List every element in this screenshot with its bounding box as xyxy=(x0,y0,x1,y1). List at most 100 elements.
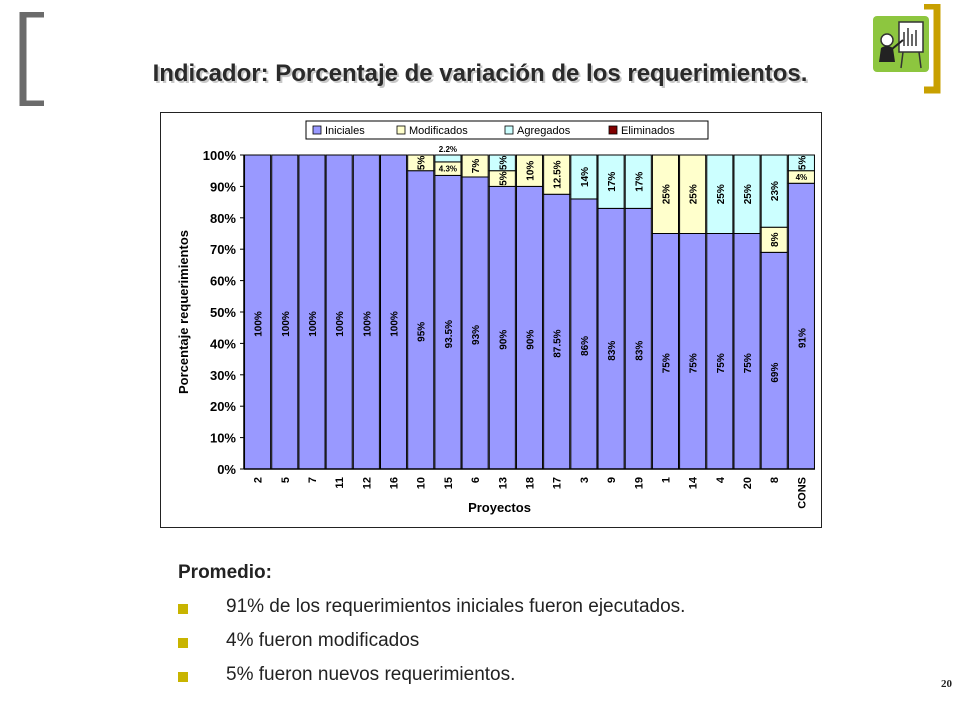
bar-segment xyxy=(706,233,734,470)
x-tick-label: 7 xyxy=(307,477,319,483)
data-label: 4.3% xyxy=(439,165,457,174)
bar-segment xyxy=(733,233,761,470)
data-label: 5% xyxy=(797,156,808,171)
x-tick-label: 12 xyxy=(361,477,373,489)
page-title: Indicador: Porcentaje de variación de lo… xyxy=(152,60,808,87)
data-label: 83% xyxy=(634,341,645,361)
y-tick-label: 70% xyxy=(210,242,236,257)
bar-segment xyxy=(434,154,462,163)
summary-bullet: 5% fueron nuevos requerimientos. xyxy=(178,664,878,698)
x-tick-label: 2 xyxy=(253,477,265,483)
data-label: 86% xyxy=(580,336,591,356)
data-label: 69% xyxy=(770,363,781,383)
bar-segment xyxy=(760,251,788,470)
data-label: 14% xyxy=(580,167,591,187)
bar-segment xyxy=(651,233,680,470)
bar-segment xyxy=(461,176,489,470)
x-tick-label: 4 xyxy=(715,476,727,483)
x-tick-label: 5 xyxy=(280,477,292,483)
summary-section: Promedio: 91% de los requerimientos inic… xyxy=(178,562,878,698)
presenter-at-whiteboard-icon xyxy=(873,16,929,72)
y-tick-label: 10% xyxy=(210,431,236,446)
data-label: 5% xyxy=(498,171,509,186)
data-label: 17% xyxy=(634,172,645,192)
bar-segment xyxy=(733,154,761,234)
bar-segment xyxy=(352,154,380,470)
square-bullet-icon xyxy=(178,638,188,648)
x-tick-label: 11 xyxy=(334,477,346,489)
data-label: 8% xyxy=(770,232,781,247)
data-label: 100% xyxy=(362,311,373,337)
data-label: 93.5% xyxy=(444,320,455,348)
bar-segment xyxy=(543,193,571,470)
x-tick-label: 16 xyxy=(389,477,401,489)
summary-bullet-text: 4% fueron modificados xyxy=(226,630,420,651)
data-label: 5% xyxy=(417,156,428,171)
data-label: 100% xyxy=(390,311,401,337)
chart-panel: Iniciales Modificados Agregados Eliminados 0… xyxy=(160,112,822,528)
data-label: 75% xyxy=(716,353,727,373)
data-label: 87.5% xyxy=(553,329,564,357)
data-label: 25% xyxy=(689,184,700,204)
y-tick-label: 50% xyxy=(210,305,236,320)
data-label: 25% xyxy=(661,184,672,204)
bar-segment xyxy=(325,154,353,470)
page-title-shadow: Indicador: Porcentaje de variación de lo… xyxy=(154,62,810,89)
data-label: 75% xyxy=(689,353,700,373)
data-label: 25% xyxy=(716,184,727,204)
y-tick-label: 0% xyxy=(217,462,236,477)
bar-segment xyxy=(651,154,680,234)
data-label: 4% xyxy=(796,173,808,182)
data-label: 100% xyxy=(308,311,319,337)
legend-label: Iniciales xyxy=(325,125,365,137)
data-label: 95% xyxy=(417,322,428,342)
legend-swatch xyxy=(396,125,406,135)
legend-label: Agregados xyxy=(517,125,571,137)
x-tick-label: 3 xyxy=(579,477,591,483)
square-bullet-icon xyxy=(178,604,188,614)
legend-label: Modificados xyxy=(409,125,468,137)
data-label: 93% xyxy=(471,325,482,345)
x-tick-label: 15 xyxy=(443,477,455,489)
data-label: 90% xyxy=(498,330,509,350)
slide-number: 20 xyxy=(941,678,952,690)
bar-segment xyxy=(570,198,598,470)
data-label: 23% xyxy=(770,181,781,201)
bar-segment xyxy=(760,154,788,228)
bar-segment xyxy=(787,154,815,172)
y-tick-label: 80% xyxy=(210,211,236,226)
left-bracket xyxy=(19,12,44,106)
bar-segment xyxy=(706,154,734,234)
legend-swatch xyxy=(312,125,322,135)
data-label: 100% xyxy=(281,311,292,337)
bar-segment xyxy=(543,154,571,195)
stacked-bar-chart: Iniciales Modificados Agregados Eliminados 0… xyxy=(176,120,815,515)
y-tick-label: 90% xyxy=(210,179,236,194)
bar-segment xyxy=(515,185,544,470)
summary-bullet: 4% fueron modificados xyxy=(178,630,878,664)
x-tick-label: 10 xyxy=(416,477,428,489)
right-bracket xyxy=(924,4,941,94)
data-label: 83% xyxy=(607,341,618,361)
legend-label: Eliminados xyxy=(621,125,675,137)
data-label: 90% xyxy=(526,330,537,350)
y-tick-label: 60% xyxy=(210,274,236,289)
bar-segment xyxy=(679,233,707,470)
y-tick-label: 40% xyxy=(210,336,236,351)
x-tick-label: 19 xyxy=(633,477,645,489)
data-label: 91% xyxy=(797,328,808,348)
bar-segment xyxy=(379,154,408,470)
data-label: 2.2% xyxy=(439,145,457,154)
data-label: 17% xyxy=(607,172,618,192)
summary-bullet-text: 5% fueron nuevos requerimientos. xyxy=(226,664,516,685)
bar-segment xyxy=(515,154,544,187)
x-tick-label: 17 xyxy=(552,477,564,489)
data-label: 10% xyxy=(526,161,537,181)
bar-segment xyxy=(407,154,435,172)
y-tick-label: 30% xyxy=(210,368,236,383)
y-tick-label: 100% xyxy=(203,148,237,163)
x-tick-label: 9 xyxy=(606,477,618,483)
bar-segment xyxy=(434,174,462,470)
bar-segment xyxy=(271,154,299,470)
data-label: 12.5% xyxy=(553,160,564,188)
